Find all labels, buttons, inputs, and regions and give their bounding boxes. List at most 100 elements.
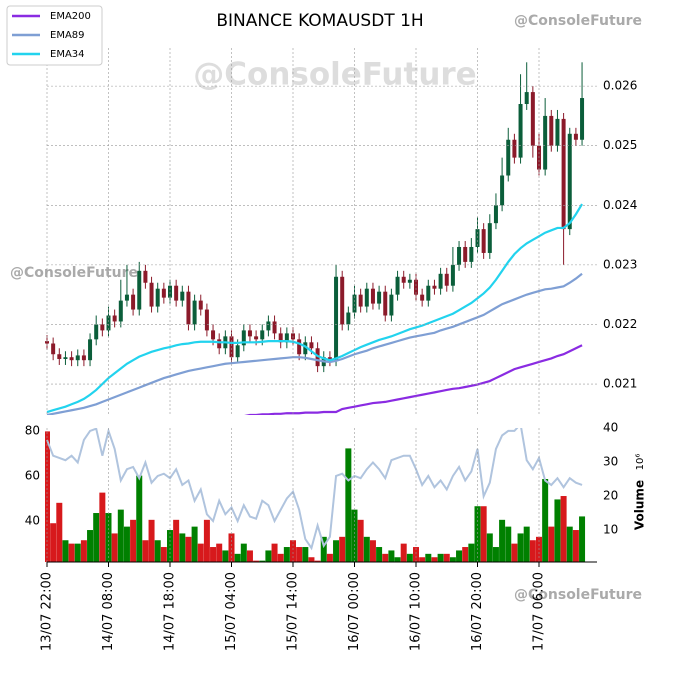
volume-bar — [123, 526, 130, 562]
volume-bar — [160, 547, 167, 562]
volume-bar — [50, 523, 57, 562]
volume-bar — [382, 553, 389, 562]
volume-bar — [203, 519, 210, 562]
volume-bar — [173, 519, 180, 562]
volume-bar — [468, 543, 475, 562]
volume-bar — [505, 526, 512, 562]
y-tick-label: 40 — [25, 514, 40, 528]
y2-tick-label: 30 — [603, 455, 618, 469]
candle-body — [168, 285, 172, 298]
candle-body — [561, 118, 566, 230]
volume-bar — [222, 550, 229, 562]
candle-body — [272, 321, 277, 334]
volume-bar — [400, 543, 407, 562]
candle-body — [573, 133, 578, 140]
line — [46, 428, 583, 551]
candle-body — [57, 354, 62, 359]
candle-body — [370, 288, 375, 304]
volume-bar — [302, 547, 309, 562]
volume-bar — [148, 519, 155, 562]
volume-bar — [529, 540, 536, 562]
volume-bar — [517, 533, 524, 562]
volume-bar — [523, 526, 530, 562]
candle-body — [401, 276, 406, 283]
candle-body — [235, 345, 240, 358]
candle-body — [377, 291, 382, 304]
candle-body — [149, 282, 154, 307]
candle-body — [204, 309, 209, 331]
candle-body — [217, 339, 222, 349]
volume-bar — [345, 448, 352, 562]
volume-bar — [486, 533, 493, 562]
legend-label: EMA89 — [50, 30, 85, 41]
candle-body — [364, 288, 369, 307]
candle-body — [45, 341, 49, 344]
y-tick-label: 0.023 — [603, 257, 637, 271]
y-tick-label: 0.022 — [603, 317, 637, 331]
candle-body — [143, 270, 148, 283]
volume-bar — [99, 492, 106, 562]
volume-bar — [456, 550, 463, 562]
candle-body — [186, 291, 191, 325]
volume-bar — [259, 560, 266, 562]
volume-bar — [363, 536, 370, 562]
volume-bar — [388, 550, 395, 562]
volume-bar — [277, 553, 284, 562]
x-tick-label: 14/07 08:00 — [101, 572, 116, 651]
candle-body — [192, 300, 197, 325]
candle-body — [211, 330, 216, 340]
volume-bar — [560, 496, 567, 562]
watermark: @ConsoleFuture — [514, 13, 642, 29]
volume-bar — [117, 509, 124, 562]
y-tick-label: 0.025 — [603, 138, 637, 152]
candle-body — [155, 288, 160, 307]
volume-label: Volume — [633, 480, 647, 530]
volume-bar — [93, 513, 100, 562]
candle-body — [303, 342, 308, 355]
candle-body — [254, 336, 259, 340]
y2-tick-label: 10 — [603, 523, 618, 537]
line — [244, 344, 583, 415]
candle-body — [198, 300, 203, 310]
volume-bar — [283, 547, 290, 562]
candle-body — [506, 139, 511, 176]
candle-body — [407, 279, 412, 283]
candle-body — [444, 273, 449, 286]
candle-body — [118, 300, 123, 322]
candle-body — [395, 276, 400, 295]
volume-bar — [56, 502, 63, 562]
x-tick-label: 17/07 06:00 — [532, 572, 547, 651]
y2-tick-label: 40 — [603, 421, 618, 435]
volume-bar — [185, 536, 192, 562]
candle-body — [580, 98, 585, 140]
volume-bar — [136, 475, 143, 562]
volume-bar — [357, 519, 364, 562]
volume-bar — [443, 553, 450, 562]
volume-bar — [413, 547, 419, 562]
candle-body — [512, 139, 517, 158]
volume-bar — [369, 540, 376, 562]
candle-body — [247, 330, 252, 337]
volume-bar — [566, 526, 573, 562]
x-tick-label: 13/07 22:00 — [40, 572, 55, 651]
candle-body — [327, 357, 332, 361]
candle-body — [469, 246, 474, 262]
volume-bar — [216, 543, 223, 562]
watermark: @ConsoleFuture — [514, 587, 642, 603]
line — [46, 203, 583, 414]
y-tick-label: 80 — [25, 423, 40, 437]
candle-body — [69, 357, 74, 361]
candle-body — [450, 264, 455, 286]
candle-body — [389, 294, 394, 316]
candle-body — [81, 355, 86, 361]
volume-bar — [437, 553, 444, 562]
candle-body — [352, 294, 357, 313]
volume-bar — [339, 536, 346, 562]
y-tick-label: 0.024 — [603, 198, 637, 212]
candle-body — [241, 330, 246, 346]
candle-body — [438, 273, 443, 289]
volume-bar — [449, 557, 456, 562]
x-tick-label: 15/07 14:00 — [286, 572, 301, 651]
x-tick-label: 16/07 00:00 — [347, 572, 362, 651]
candle-body — [174, 285, 179, 301]
